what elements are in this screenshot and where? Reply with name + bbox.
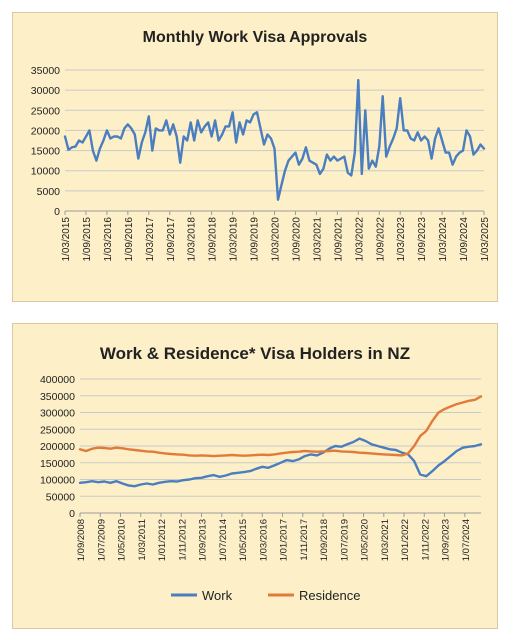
x-tick-label: 1/09/2018 [319,519,330,561]
x-tick-label: 1/09/2015 [82,217,93,262]
visa-holders-chart: 0 50000 100000 150000 200000 250000 300000 3500… [40,374,483,603]
x-tick-label: 1/03/2022 [354,217,365,262]
x-tick-label: 1/03/2019 [229,217,240,262]
x-tick-label: 1/05/2015 [238,519,249,561]
legend-residence-label: Residence [299,588,360,603]
y-tick-label: 20000 [31,125,60,137]
x-tick-label: 1/03/2017 [145,217,156,262]
y-tick-label: 200000 [40,441,75,453]
x-tick-label: 1/07/2019 [339,519,350,561]
x-tick-label: 1/01/2012 [157,519,168,561]
x-tick-label: 1/05/2020 [360,519,371,561]
x-tick-label: 1/09/2023 [417,217,428,262]
series-line-1 [63,78,486,201]
x-tick-label: 1/07/2014 [218,519,229,561]
chart-panel-work-approvals: Monthly Work Visa Approvals 0 5000 10000 15… [12,12,498,302]
series-line-work [78,437,483,488]
chart-panel-visa-holders: Work & Residence* Visa Holders in NZ 0 50… [12,323,498,629]
y-tick-label: 35000 [31,65,60,77]
legend-work-label: Work [202,588,233,603]
x-tick-label: 1/11/2012 [177,519,188,561]
x-tick-label: 1/11/2022 [420,519,431,561]
y-tick-label: 300000 [40,408,75,420]
x-tick-label: 1/11/2017 [299,519,310,561]
x-tick-label: 1/03/2021 [380,519,391,561]
x-tick-label: 1/03/2016 [103,217,114,262]
y-tick-label: 30000 [31,85,60,97]
y-tick-label: 400000 [40,374,75,386]
y-tick-label: 250000 [40,424,75,436]
x-tick-label: 1/09/2023 [441,519,452,561]
y-tick-label: 100000 [40,475,75,487]
y-tick-label: 350000 [40,391,75,403]
x-tick-label: 1/05/2010 [117,519,128,561]
x-tick-label: 1/03/2025 [480,217,491,262]
x-tick-label: 1/01/2022 [400,519,411,561]
x-tick-label: 1/09/2021 [333,217,344,262]
y-tick-label: 25000 [31,105,60,117]
x-tick-label: 1/09/2018 [208,217,219,262]
x-tick-label: 1/09/2013 [198,519,209,561]
x-tick-label: 1/03/2021 [312,217,323,262]
x-tick-label: 1/09/2008 [76,519,87,561]
x-tick-label: 1/03/2011 [137,519,148,561]
y-tick-label: 0 [69,508,75,520]
chart-title: Monthly Work Visa Approvals [142,29,368,46]
x-tick-label: 1/09/2020 [291,217,302,262]
x-tick-label: 1/03/2023 [396,217,407,262]
series-line-residence [78,395,483,458]
chart-title: Work & Residence* Visa Holders in NZ [99,344,411,363]
x-tick-label: 1/09/2017 [166,217,177,262]
x-tick-label: 1/09/2022 [375,217,386,262]
y-tick-label: 10000 [31,166,60,178]
x-tick-label: 1/03/2024 [438,217,449,262]
x-tick-label: 1/03/2018 [187,217,198,262]
x-tick-label: 1/09/2016 [124,217,135,262]
y-tick-label: 150000 [40,458,75,470]
y-tick-label: 0 [54,206,60,218]
x-tick-label: 1/03/2015 [61,217,72,262]
x-tick-label: 1/03/2020 [271,217,282,262]
y-tick-label: 5000 [37,186,61,198]
x-tick-label: 1/09/2019 [250,217,261,262]
y-tick-label: 50000 [46,491,75,503]
work-approvals-chart: 0 5000 10000 15000 20000 25000 30000 35000 1/03/… [31,65,491,262]
x-tick-label: 1/07/2009 [96,519,107,561]
x-tick-label: 1/09/2024 [459,217,470,262]
x-tick-label: 1/07/2024 [461,519,472,561]
y-tick-label: 15000 [31,146,60,158]
x-tick-label: 1/01/2017 [279,519,290,561]
x-tick-label: 1/03/2016 [258,519,269,561]
